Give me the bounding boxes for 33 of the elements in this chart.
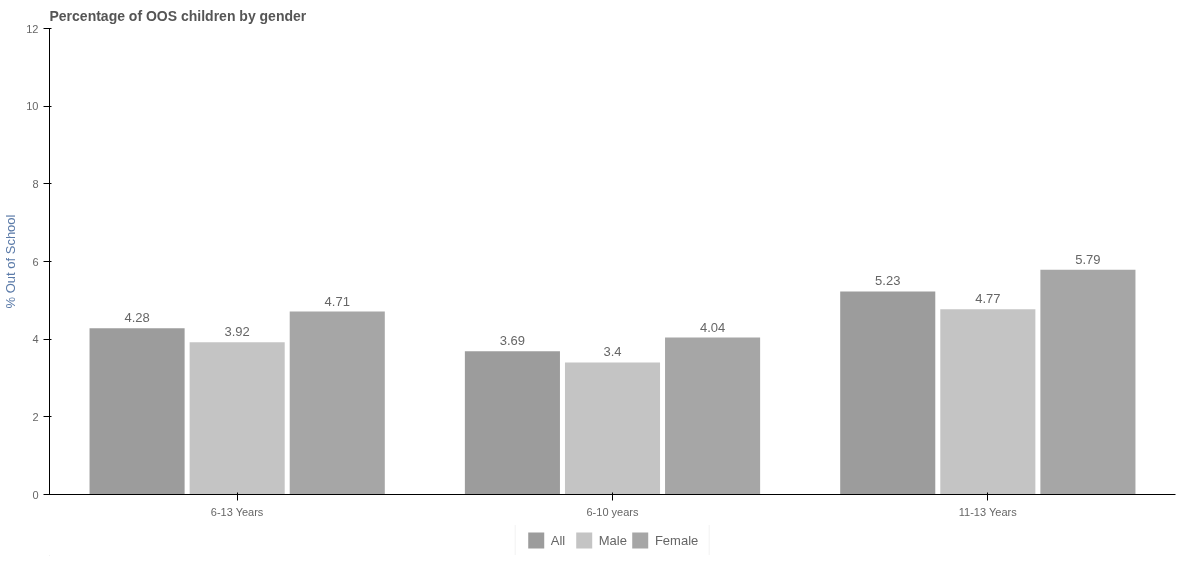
bar (1040, 269, 1136, 495)
data-label: 4.28 (124, 310, 150, 326)
bar (464, 351, 560, 495)
data-label: 4.71 (324, 293, 350, 309)
bar (665, 337, 761, 495)
y-tick-label: 2 (32, 410, 39, 423)
x-tick-label: 11-13 Years (958, 505, 1018, 518)
data-label: 4.77 (975, 291, 1001, 307)
y-tick-label: 6 (32, 255, 39, 268)
data-label: 3.92 (224, 324, 250, 340)
data-label: 4.04 (699, 319, 726, 335)
bar (940, 309, 1036, 495)
legend-label: All (550, 532, 567, 548)
y-tick-label: 4 (32, 333, 39, 346)
bar (289, 311, 385, 495)
legend-label: Female (654, 532, 699, 548)
y-tick-label: 10 (26, 100, 39, 113)
y-tick-label: 12 (26, 22, 39, 35)
data-label: 5.23 (875, 273, 901, 289)
legend-label: Male (598, 532, 627, 548)
y-tick-label: 8 (32, 177, 39, 190)
y-tick-label: 0 (32, 488, 39, 501)
data-label: 5.79 (1075, 251, 1101, 267)
bar (189, 342, 285, 495)
data-label: 3.69 (499, 333, 526, 349)
y-axis-title: % Out of School (3, 214, 19, 309)
data-label: 3.4 (603, 344, 622, 360)
bar (564, 362, 661, 495)
bar (89, 328, 185, 495)
x-tick-label: 6-13 Years (210, 505, 264, 518)
chart-title: Percentage of OOS children by gender (49, 7, 307, 24)
bar (840, 291, 936, 495)
x-tick-label: 6-10 years (586, 505, 639, 518)
